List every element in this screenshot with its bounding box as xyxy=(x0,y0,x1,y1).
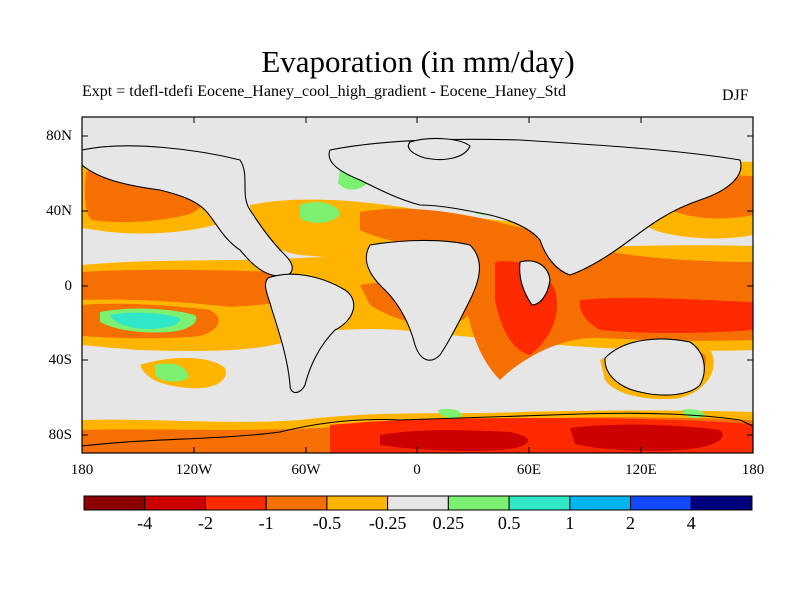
colorbar-swatch xyxy=(508,495,571,511)
colorbar-swatch xyxy=(630,495,692,511)
colorbar-tick-label: -0.5 xyxy=(312,513,342,533)
colorbar-swatch xyxy=(690,495,753,511)
lat-label-40n: 40N xyxy=(46,203,72,219)
colorbar-swatch xyxy=(144,495,206,511)
lon-label-60e: 60E xyxy=(516,462,542,478)
season-label: DJF xyxy=(722,87,749,104)
colorbar-tick-label: -4 xyxy=(137,513,153,533)
colorbar-swatch xyxy=(447,495,510,511)
field-cyan-anomaly-core xyxy=(110,312,181,329)
lon-label-180e: 180 xyxy=(741,462,765,478)
colorbar xyxy=(83,495,753,511)
greenland-outline xyxy=(407,137,471,161)
colorbar-tick-label: -1 xyxy=(258,513,274,533)
colorbar-tick-label: 2 xyxy=(626,513,636,533)
south-america-outline xyxy=(264,273,355,394)
australia-outline xyxy=(604,338,705,396)
india-outline xyxy=(519,260,551,306)
field-green-natlantic xyxy=(300,202,340,223)
colorbar-tick-label: 1 xyxy=(565,513,575,533)
lon-label-180w: 180 xyxy=(70,462,94,478)
colorbar-tick-label: -2 xyxy=(197,513,213,533)
lon-label-120w: 120W xyxy=(175,462,213,478)
colorbar-tick-label: 4 xyxy=(686,513,696,533)
antarctica-outline xyxy=(82,412,753,453)
colorbar-tick-label: -0.25 xyxy=(368,513,407,533)
field-southern-ocean-peak-east xyxy=(570,424,723,451)
colorbar-swatch xyxy=(569,495,632,511)
lat-label-40s: 40S xyxy=(48,352,72,368)
colorbar-swatch xyxy=(387,495,449,511)
colorbar-swatch xyxy=(83,495,146,511)
north-america-outline xyxy=(82,145,293,277)
lon-label-60w: 60W xyxy=(291,462,321,478)
continent-outlines xyxy=(82,137,753,453)
lat-label-80n: 80N xyxy=(46,128,72,144)
lon-label-0: 0 xyxy=(413,462,421,478)
field-tropical-core xyxy=(82,269,311,308)
field-southern-ocean-peak xyxy=(380,430,529,451)
field-green-antarctic xyxy=(438,408,462,418)
lon-label-120e: 120E xyxy=(625,462,657,478)
experiment-subtitle: Expt = tdefl-tdefi Eocene_Haney_cool_hig… xyxy=(82,83,566,100)
lat-label-80s: 80S xyxy=(48,427,72,443)
field-green-south-atl xyxy=(155,363,189,382)
colorbar-tick-label: 0.25 xyxy=(432,513,465,533)
colorbar-tick-label: 0.5 xyxy=(497,513,521,533)
africa-outline xyxy=(365,239,481,361)
axis-ticks xyxy=(82,117,753,453)
plot-title: Evaporation (in mm/day) xyxy=(261,44,575,79)
colorbar-swatch xyxy=(326,495,389,511)
eurasia-outline xyxy=(328,138,742,276)
colorbar-swatch xyxy=(204,495,267,511)
colorbar-swatch xyxy=(265,495,328,511)
lat-label-0: 0 xyxy=(64,278,73,294)
field-pacific-deep xyxy=(579,297,753,333)
